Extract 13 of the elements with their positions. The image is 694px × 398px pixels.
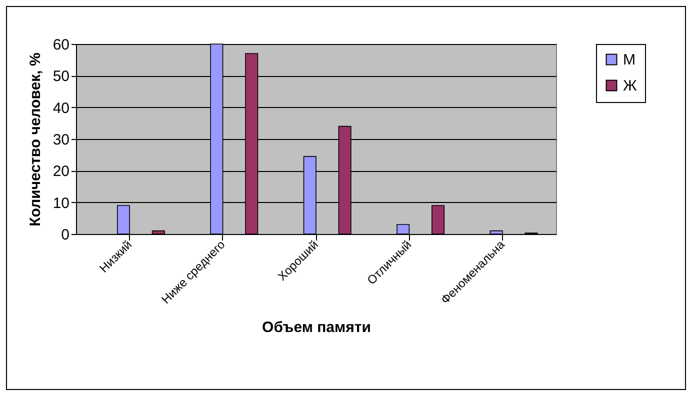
y-axis-title: Количество человек, %	[26, 52, 44, 226]
y-tick-label: 20	[52, 163, 70, 180]
y-tick-label: 50	[52, 68, 70, 86]
y-tick-label: 60	[52, 36, 70, 54]
bar	[152, 230, 165, 234]
y-tick-label: 10	[52, 194, 70, 212]
y-tick-label: 0	[61, 226, 70, 244]
legend-label: Ж	[623, 78, 637, 94]
legend-label: М	[623, 52, 636, 68]
y-tick-label: 30	[52, 132, 70, 148]
y-tick-label: 40	[52, 100, 70, 117]
bar	[432, 205, 445, 234]
x-axis-title: Объем памяти	[262, 319, 371, 336]
